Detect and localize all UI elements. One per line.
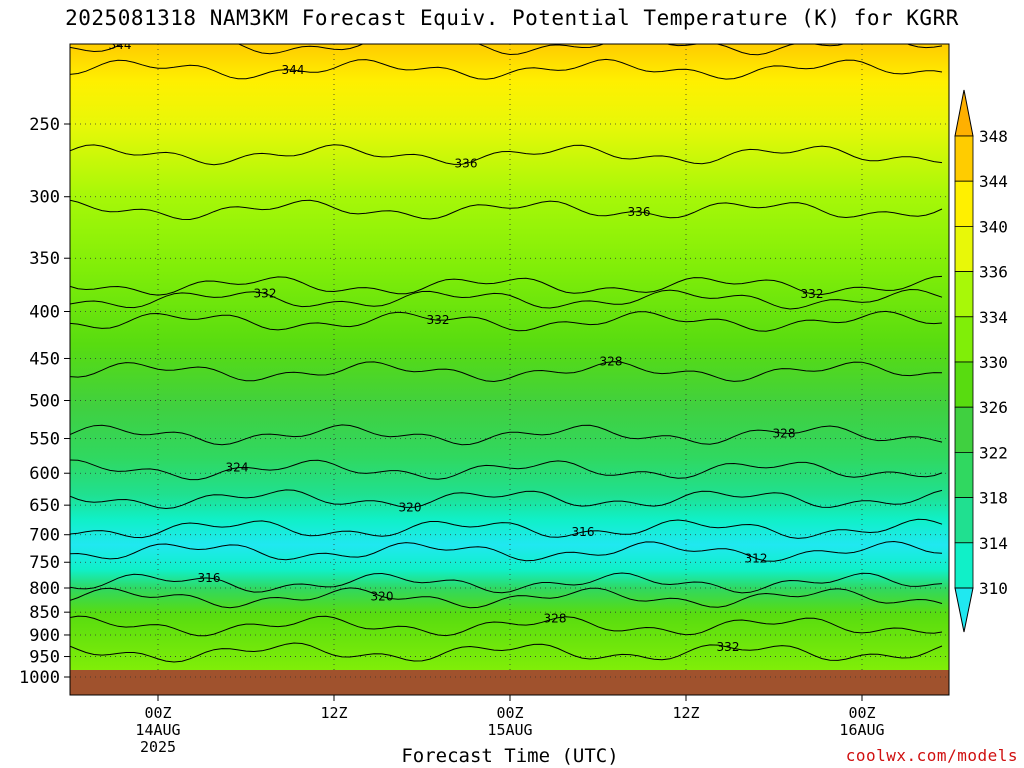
colorbar-segment — [954, 225, 974, 272]
y-tick-label: 250 — [29, 115, 60, 135]
contour-line — [70, 615, 943, 637]
x-tick-label: 12Z — [320, 704, 347, 722]
x-tick-year: 2025 — [140, 738, 176, 756]
colorbar-label: 330 — [979, 353, 1008, 372]
contour-line — [70, 518, 943, 539]
colorbar-segment — [954, 406, 974, 453]
colorbar-segment — [954, 316, 974, 363]
contour-line — [70, 58, 943, 80]
y-tick-label: 1000 — [19, 668, 60, 688]
colorbar-label: 340 — [979, 217, 1008, 236]
contour-label: 332 — [254, 287, 277, 301]
contour-label: 312 — [745, 551, 768, 565]
colorbar-segment — [954, 361, 974, 408]
contour-label: 320 — [399, 501, 422, 515]
x-tick-date: 15AUG — [487, 721, 532, 739]
colorbar-label: 318 — [979, 489, 1008, 508]
credit-text: coolwx.com/models — [845, 746, 1018, 765]
y-tick-label: 850 — [29, 603, 60, 623]
contour-label: 344 — [282, 63, 305, 77]
contour-label: 332 — [801, 287, 824, 301]
y-tick-label: 400 — [29, 302, 60, 322]
contour-label: 344 — [109, 38, 132, 52]
contour-label: 316 — [572, 525, 595, 539]
contour-line — [70, 361, 943, 383]
x-axis-label: Forecast Time (UTC) — [401, 745, 619, 767]
x-tick-date: 14AUG — [135, 721, 180, 739]
y-tick-label: 600 — [29, 464, 60, 484]
y-tick-label: 500 — [29, 392, 60, 412]
field-fill — [70, 44, 949, 670]
contour-line — [70, 275, 943, 296]
colorbar-segment — [954, 180, 974, 227]
colorbar-label: 322 — [979, 443, 1008, 462]
y-tick-label: 800 — [29, 579, 60, 599]
contour-line — [70, 144, 943, 166]
y-tick-label: 750 — [29, 553, 60, 573]
contour-field — [70, 44, 949, 695]
colorbar-label: 314 — [979, 534, 1008, 553]
contour-label: 332 — [427, 313, 450, 327]
y-tick-label: 350 — [29, 249, 60, 269]
x-tick-label: 00Z — [144, 704, 171, 722]
colorbar-label: 348 — [979, 127, 1008, 146]
x-tick-label: 00Z — [848, 704, 875, 722]
colorbar-segment — [954, 135, 974, 182]
contour-line — [70, 310, 943, 332]
x-tick-label: 12Z — [672, 704, 699, 722]
contour-label: 336 — [455, 156, 478, 170]
colorbar-label: 334 — [979, 308, 1008, 327]
contour-label: 320 — [371, 589, 394, 603]
y-tick-label: 950 — [29, 648, 60, 668]
contour-line — [70, 459, 943, 481]
colorbar: 348 344 340 336 334 330 326 322 318 314 310 — [954, 89, 1008, 633]
y-axis: 250 300 350 400 450 500 550 600 650 700 750 800 850 9… — [19, 115, 70, 688]
colorbar-label: 326 — [979, 398, 1008, 417]
contour-line — [70, 587, 943, 609]
colorbar-label: 336 — [979, 263, 1008, 282]
contour-line — [70, 572, 943, 594]
contour-line — [70, 642, 943, 663]
contour-label: 328 — [773, 426, 796, 440]
contour-lines: 344 344 336 336 332 332 332 328 328 324 320 316 312 3… — [70, 38, 943, 663]
x-tick-label: 00Z — [496, 704, 523, 722]
contour-line — [70, 288, 943, 310]
chart-title: 2025081318 NAM3KM Forecast Equiv. Potent… — [65, 6, 959, 30]
colorbar-segment — [954, 497, 974, 544]
contour-label: 316 — [198, 571, 221, 585]
colorbar-segment — [954, 451, 974, 498]
y-tick-label: 300 — [29, 188, 60, 208]
colorbar-segment — [954, 542, 974, 589]
y-tick-label: 650 — [29, 496, 60, 516]
contour-label: 328 — [544, 611, 567, 625]
colorbar-label: 344 — [979, 172, 1008, 191]
colorbar-bottom-arrow — [954, 587, 974, 633]
contour-line — [70, 44, 943, 56]
colorbar-segment — [954, 271, 974, 318]
ground-fill — [70, 670, 949, 695]
contour-line — [70, 199, 943, 221]
contour-line — [70, 489, 943, 510]
contour-label: 336 — [628, 205, 651, 219]
contour-label: 328 — [600, 355, 623, 369]
contour-label: 324 — [226, 461, 249, 475]
colorbar-top-arrow — [954, 89, 974, 137]
contour-line — [70, 424, 943, 446]
y-tick-label: 900 — [29, 626, 60, 646]
y-tick-label: 700 — [29, 526, 60, 546]
y-tick-label: 450 — [29, 349, 60, 369]
y-tick-label: 550 — [29, 430, 60, 450]
colorbar-label: 310 — [979, 579, 1008, 598]
contour-label: 332 — [717, 640, 740, 654]
x-tick-date: 16AUG — [839, 721, 884, 739]
contour-line — [70, 540, 943, 562]
